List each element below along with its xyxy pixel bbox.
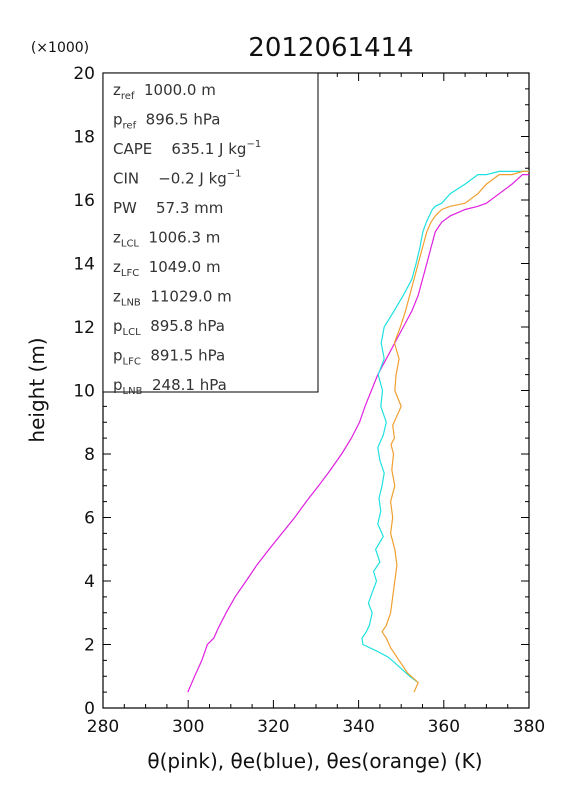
stat-row-7: zLNB 11029.0 m: [113, 288, 232, 309]
y-tick-label: 10: [73, 382, 95, 402]
series-line-2: [381, 170, 529, 693]
x-tick-label: 300: [172, 717, 204, 737]
stat-row-3: CIN −0.2 J kg−1: [113, 169, 242, 188]
y-multiplier-label: (×1000): [31, 40, 89, 56]
y-tick-label: 0: [84, 699, 95, 719]
series-line-1: [361, 170, 529, 684]
y-axis-title: height (m): [25, 337, 49, 442]
y-tick-label: 4: [84, 572, 95, 592]
stat-row-9: pLFC 891.5 hPa: [113, 347, 225, 368]
stat-row-8: pLCL 895.8 hPa: [113, 317, 225, 338]
y-tick-label: 2: [84, 636, 95, 656]
series-line-0: [187, 174, 529, 693]
chart-title: 2012061414: [248, 33, 413, 63]
y-tick-label: 20: [73, 64, 95, 84]
x-tick-label: 280: [87, 717, 119, 737]
stat-row-6: zLFC 1049.0 m: [113, 258, 221, 279]
y-tick-label: 8: [84, 445, 95, 465]
x-tick-label: 340: [342, 717, 374, 737]
series-layer: [187, 170, 529, 693]
y-tick-label: 6: [84, 509, 95, 529]
stats-box: zref 1000.0 m pref 896.5 hPa CAPE 635.1 J …: [102, 72, 319, 397]
y-tick-label: 16: [73, 191, 95, 211]
x-tick-label: 320: [257, 717, 289, 737]
x-tick-label: 380: [513, 717, 545, 737]
stat-row-5: zLCL 1006.3 m: [113, 229, 220, 250]
stat-row-1: pref 896.5 hPa: [113, 111, 220, 132]
stat-row-4: PW 57.3 mm: [113, 199, 223, 217]
y-tick-label: 18: [73, 128, 95, 148]
x-tick-label: 360: [428, 717, 460, 737]
x-axis-title: θ(pink), θe(blue), θes(orange) (K): [147, 749, 482, 773]
stats-box-frame: [102, 72, 319, 393]
ticks-layer: 280 300 320 340 360 380 0 2 4 6 8 10 12 14 16 18 20: [73, 64, 545, 737]
y-tick-label: 14: [73, 255, 95, 275]
stat-row-0: zref 1000.0 m: [113, 81, 216, 102]
stat-row-10: pLNB 248.1 hPa: [113, 376, 227, 397]
stat-row-2: CAPE 635.1 J kg−1: [113, 139, 261, 158]
y-tick-label: 12: [73, 318, 95, 338]
